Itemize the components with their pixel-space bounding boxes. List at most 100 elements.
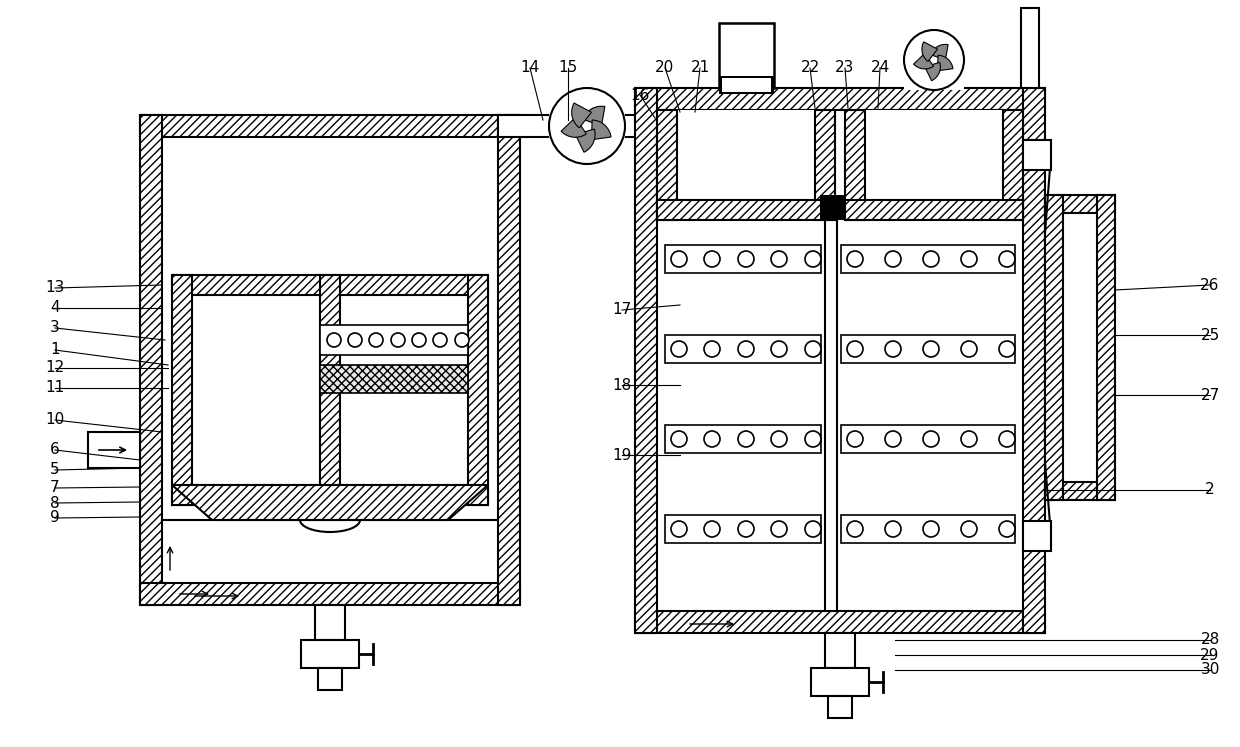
Polygon shape: [172, 485, 489, 520]
Bar: [635, 88, 657, 633]
Circle shape: [738, 251, 754, 267]
Circle shape: [412, 333, 427, 347]
Bar: [719, 23, 774, 88]
Wedge shape: [562, 117, 587, 137]
Circle shape: [805, 251, 821, 267]
Circle shape: [923, 521, 939, 537]
Circle shape: [738, 431, 754, 447]
Bar: [1045, 195, 1115, 213]
Bar: [140, 115, 520, 137]
Text: 26: 26: [1200, 277, 1220, 293]
Circle shape: [961, 521, 977, 537]
Wedge shape: [914, 53, 934, 69]
Bar: [904, 30, 963, 90]
Bar: [841, 425, 1016, 453]
Text: 20: 20: [656, 61, 675, 75]
Circle shape: [885, 431, 901, 447]
Text: 15: 15: [558, 61, 578, 75]
Circle shape: [671, 521, 687, 537]
Bar: [1023, 140, 1052, 170]
Circle shape: [704, 341, 720, 357]
Bar: [172, 275, 489, 295]
Bar: [320, 275, 340, 505]
Bar: [635, 611, 1045, 633]
Bar: [320, 275, 340, 505]
Wedge shape: [921, 42, 937, 61]
Bar: [140, 115, 520, 137]
Circle shape: [999, 521, 1016, 537]
Circle shape: [704, 431, 720, 447]
Bar: [665, 335, 821, 363]
Text: 18: 18: [613, 377, 631, 392]
Bar: [844, 110, 866, 220]
Text: 11: 11: [46, 380, 64, 395]
Circle shape: [885, 251, 901, 267]
Bar: [172, 275, 489, 295]
Bar: [498, 115, 520, 605]
Text: 13: 13: [46, 281, 64, 296]
Bar: [841, 335, 1016, 363]
Bar: [815, 110, 835, 220]
Bar: [665, 245, 821, 273]
Bar: [172, 485, 489, 505]
Bar: [317, 668, 342, 690]
Text: 9: 9: [50, 510, 60, 525]
Bar: [677, 110, 815, 200]
Wedge shape: [591, 120, 611, 140]
Circle shape: [771, 251, 787, 267]
Circle shape: [549, 88, 625, 164]
Bar: [172, 275, 192, 505]
Bar: [635, 88, 657, 633]
Bar: [1023, 521, 1052, 551]
Bar: [635, 88, 1045, 633]
Bar: [657, 110, 1023, 611]
Bar: [498, 115, 520, 605]
Bar: [1023, 88, 1045, 633]
Wedge shape: [937, 55, 954, 71]
Bar: [844, 200, 1023, 220]
Circle shape: [671, 251, 687, 267]
Bar: [467, 275, 489, 505]
Circle shape: [885, 521, 901, 537]
Text: 4: 4: [50, 300, 60, 315]
Circle shape: [771, 341, 787, 357]
Bar: [635, 88, 1045, 110]
Bar: [635, 611, 1045, 633]
Circle shape: [433, 333, 446, 347]
Bar: [811, 668, 869, 696]
Text: 16: 16: [630, 87, 650, 102]
Circle shape: [348, 333, 362, 347]
Circle shape: [805, 521, 821, 537]
Circle shape: [738, 341, 754, 357]
Bar: [1045, 195, 1063, 500]
Circle shape: [704, 521, 720, 537]
Circle shape: [923, 431, 939, 447]
Bar: [1045, 195, 1115, 213]
Bar: [140, 115, 520, 605]
Circle shape: [847, 521, 863, 537]
Circle shape: [771, 431, 787, 447]
Circle shape: [771, 521, 787, 537]
Bar: [498, 115, 657, 137]
Wedge shape: [583, 106, 605, 126]
Circle shape: [738, 521, 754, 537]
Circle shape: [999, 251, 1016, 267]
Bar: [1003, 110, 1023, 220]
Text: 29: 29: [1200, 648, 1220, 663]
Bar: [657, 200, 835, 220]
Circle shape: [847, 251, 863, 267]
Text: 30: 30: [1200, 663, 1220, 678]
Bar: [320, 325, 467, 355]
Circle shape: [847, 431, 863, 447]
Bar: [140, 583, 520, 605]
Bar: [841, 245, 1016, 273]
Text: 5: 5: [50, 462, 60, 477]
Bar: [1003, 110, 1023, 220]
Wedge shape: [925, 63, 940, 81]
Bar: [1021, 8, 1039, 88]
Circle shape: [923, 251, 939, 267]
Bar: [140, 115, 162, 605]
Text: 10: 10: [46, 412, 64, 427]
Text: 2: 2: [1205, 483, 1215, 498]
Circle shape: [391, 333, 405, 347]
